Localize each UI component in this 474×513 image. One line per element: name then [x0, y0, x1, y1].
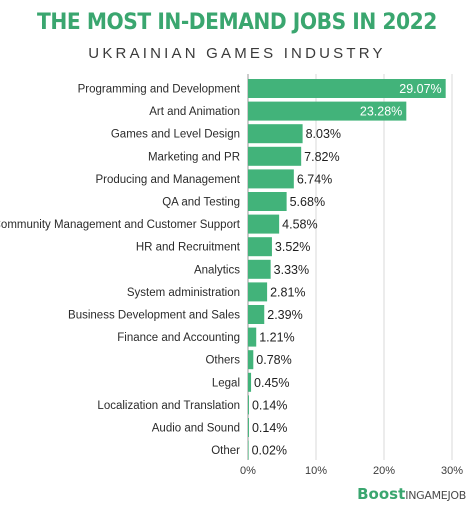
bar — [248, 146, 302, 166]
category-label: Analytics — [194, 264, 240, 276]
value-label: 8.03% — [306, 127, 341, 141]
x-tick-label: 20% — [373, 465, 395, 477]
category-label: Others — [205, 355, 240, 367]
category-label: QA and Testing — [162, 197, 240, 209]
category-label: Programming and Development — [78, 84, 241, 96]
category-label: HR and Recruitment — [136, 242, 241, 254]
value-label: 6.74% — [297, 172, 332, 186]
value-label: 2.81% — [270, 285, 305, 299]
category-label: System administration — [127, 287, 240, 299]
value-label: 5.68% — [290, 195, 325, 209]
value-label: 0.14% — [252, 421, 287, 435]
bar — [248, 101, 407, 121]
category-labels: Programming and Development Art and Anima… — [0, 84, 241, 458]
category-label: Community Management and Customer Suppor… — [0, 219, 241, 231]
brand-logo-boost: Boost — [357, 485, 406, 503]
value-labels: 29.07% 23.28% 8.03% 7.82% 6.74% 5.68% 4.58% 3.5… — [252, 82, 442, 458]
bars — [248, 79, 446, 460]
bar — [248, 350, 254, 370]
bar — [248, 79, 446, 98]
category-label: Legal — [212, 377, 240, 389]
category-label: Finance and Accounting — [117, 332, 240, 344]
x-tick-label: 0% — [240, 465, 256, 477]
value-label: 1.21% — [259, 331, 294, 345]
bar — [248, 282, 268, 302]
value-label: 0.78% — [256, 353, 291, 367]
value-label: 0.02% — [252, 444, 287, 458]
bar — [248, 237, 272, 257]
value-label: 23.28% — [360, 105, 402, 119]
brand-logo: BoostINGAMEJOB — [357, 485, 466, 503]
x-axis-ticks: 0% 10% 20% 30% — [240, 465, 463, 477]
bar — [248, 124, 303, 144]
bar — [248, 259, 271, 279]
x-tick-label: 10% — [305, 465, 327, 477]
bar — [248, 192, 287, 211]
value-label: 0.14% — [252, 398, 287, 412]
value-label: 3.33% — [274, 263, 309, 277]
bar — [248, 214, 280, 234]
bar — [248, 305, 265, 324]
value-label: 7.82% — [304, 150, 339, 164]
category-label: Audio and Sound — [152, 423, 240, 435]
chart-subtitle: UKRAINIAN GAMES INDUSTRY — [88, 45, 386, 62]
category-label: Marketing and PR — [148, 151, 240, 163]
bar — [248, 395, 249, 415]
value-label: 2.39% — [267, 308, 302, 322]
category-label: Business Development and Sales — [68, 310, 240, 322]
category-label: Games and Level Design — [111, 129, 240, 141]
category-label: Other — [211, 445, 240, 457]
x-tick-label: 30% — [441, 465, 463, 477]
chart-title: THE MOST IN-DEMAND JOBS IN 2022 — [37, 10, 437, 35]
category-label: Localization and Translation — [97, 400, 240, 412]
category-label: Producing and Management — [96, 174, 241, 186]
bar — [248, 418, 249, 437]
value-label: 3.52% — [275, 240, 310, 254]
value-label: 4.58% — [282, 218, 317, 232]
value-label: 29.07% — [399, 82, 441, 96]
bar — [248, 327, 257, 347]
brand-logo-rest: INGAMEJOB — [405, 489, 466, 502]
bar — [248, 440, 249, 460]
value-label: 0.45% — [254, 376, 289, 390]
bar — [248, 372, 252, 392]
category-label: Art and Animation — [149, 106, 240, 118]
bar — [248, 169, 294, 189]
